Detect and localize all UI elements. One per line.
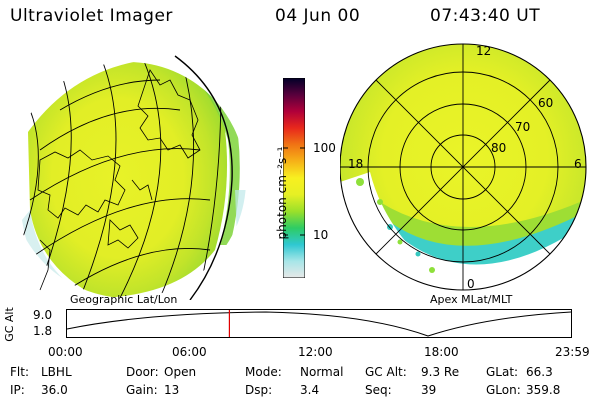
info-value: 36.0 (41, 383, 68, 397)
lat-label-60: 60 (538, 96, 554, 110)
info-key: Gain: (126, 383, 158, 397)
info-key: GLat: (486, 365, 519, 379)
info-key: IP: (10, 383, 25, 397)
time-tick-0600: 06:00 (172, 345, 207, 359)
time-tick-2359: 23:59 (555, 345, 590, 359)
colorbar (283, 78, 305, 278)
globe-coastlines (37, 69, 201, 291)
mlt-label-18: 18 (348, 157, 364, 171)
altitude-axis-label: GC Alt (2, 307, 16, 342)
altitude-tick-9: 9.0 (33, 308, 53, 322)
instrument-title: Ultraviolet Imager (10, 6, 173, 26)
info-value: 66.3 (526, 365, 553, 379)
info-value: Normal (300, 365, 344, 379)
geographic-globe-panel (21, 55, 246, 300)
globe-terminator-limb (174, 55, 233, 300)
info-value: 13 (164, 383, 180, 397)
info-key: Mode: (245, 365, 282, 379)
time-tick-0000: 00:00 (48, 345, 83, 359)
apex-caption: Apex MLat/MLT (430, 293, 513, 306)
time-tick-1200: 12:00 (298, 345, 333, 359)
info-key: Dsp: (245, 383, 273, 397)
mlt-label-6: 6 (574, 157, 582, 171)
info-value: LBHL (41, 365, 72, 379)
colorbar-unit-label: photon cm⁻²s⁻¹ (275, 146, 289, 240)
polar-grid (340, 43, 587, 291)
info-key: Flt: (10, 365, 29, 379)
info-value: 9.3 Re (421, 365, 460, 379)
image-date: 04 Jun 00 (275, 6, 361, 26)
info-key: Seq: (365, 383, 392, 397)
lat-label-80: 80 (491, 141, 507, 155)
colorbar-tick-10: 10 (313, 228, 329, 242)
image-time: 07:43:40 UT (430, 6, 541, 26)
info-value: 39 (421, 383, 437, 397)
altitude-plot (66, 309, 572, 338)
info-value: 359.8 (526, 383, 561, 397)
info-value: 3.4 (300, 383, 320, 397)
colorbar-tick-100: 100 (313, 141, 336, 155)
mlt-label-12: 12 (476, 44, 492, 58)
apex-polar-panel (340, 43, 587, 291)
info-key: Door: (126, 365, 159, 379)
altitude-tick-1-8: 1.8 (33, 324, 53, 338)
info-key: GLon: (486, 383, 521, 397)
geographic-caption: Geographic Lat/Lon (70, 293, 178, 306)
time-tick-1800: 18:00 (424, 345, 459, 359)
info-key: GC Alt: (365, 365, 407, 379)
lat-label-70: 70 (515, 120, 531, 134)
info-value: Open (164, 365, 197, 379)
mlt-label-0: 0 (467, 277, 475, 291)
